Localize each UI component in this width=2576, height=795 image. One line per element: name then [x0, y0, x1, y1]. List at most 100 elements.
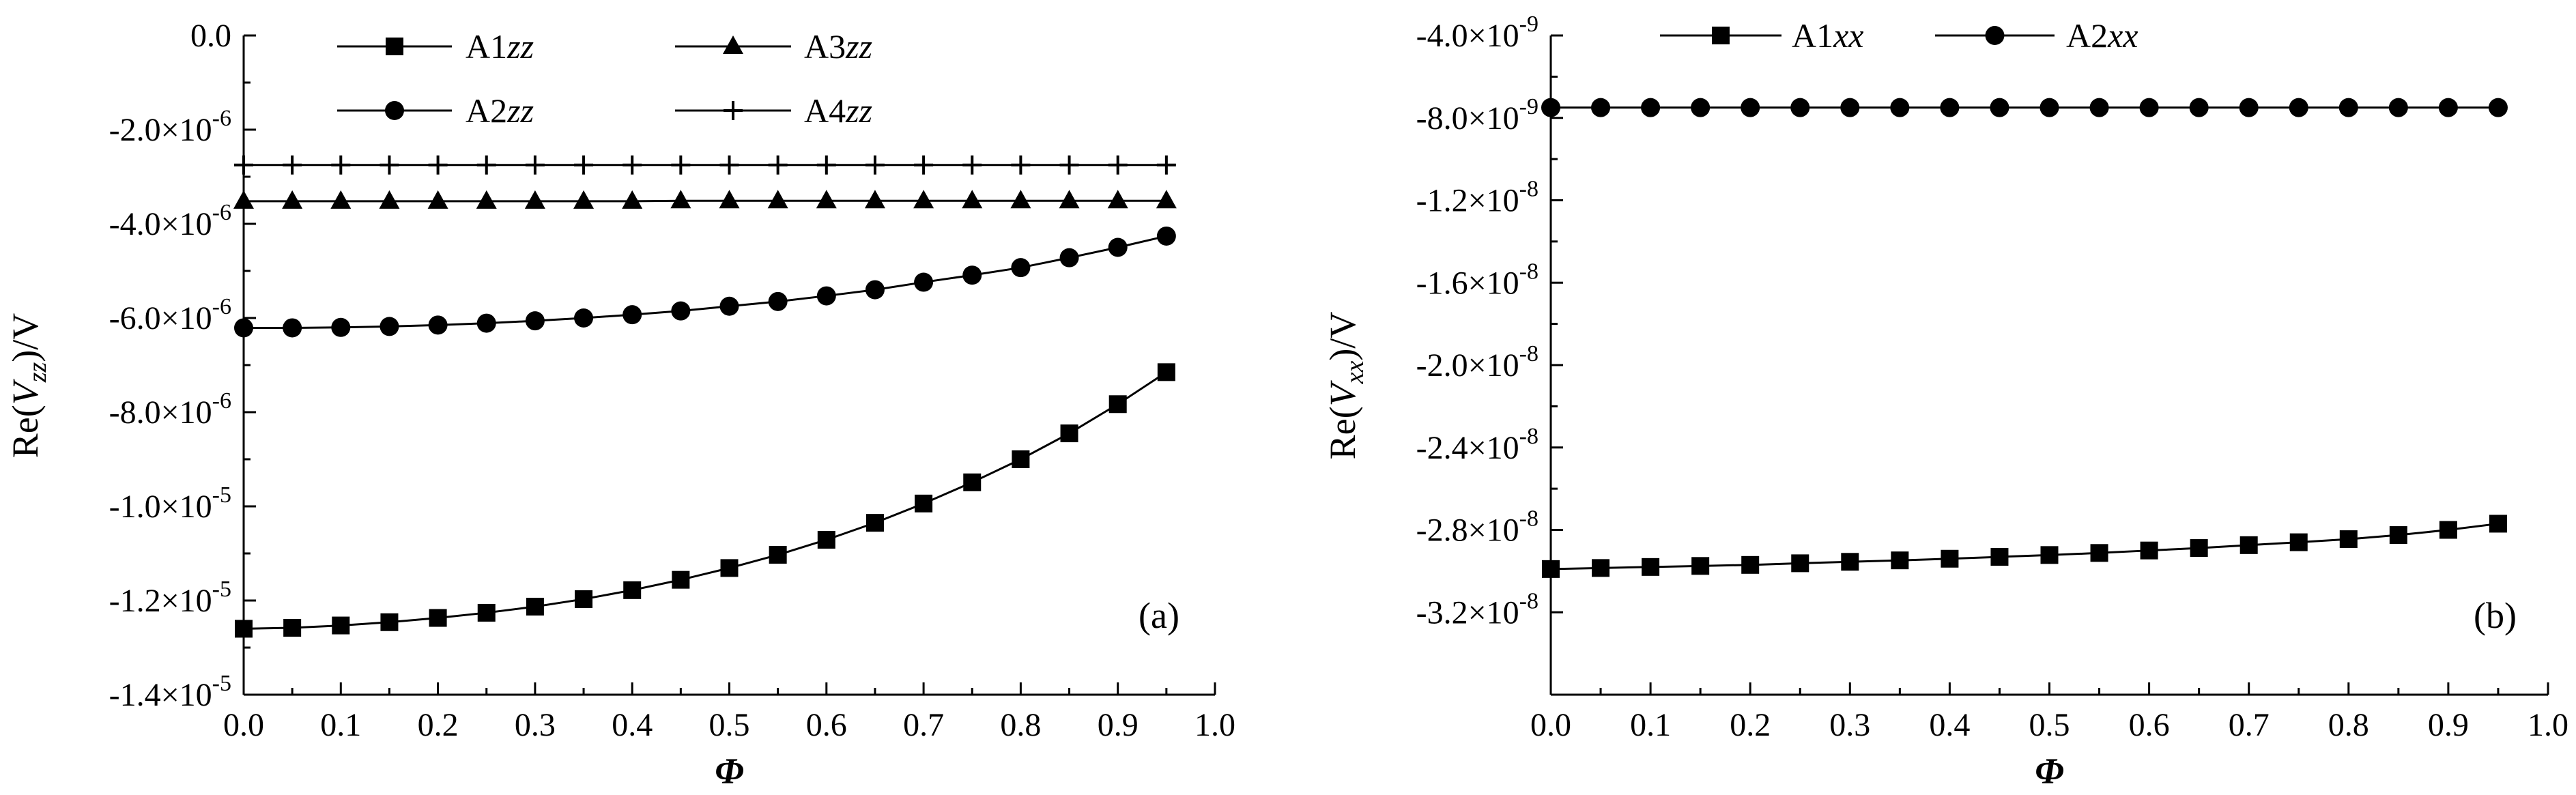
data-point-A1zz	[865, 514, 884, 532]
x-axis-title: Φ	[715, 751, 744, 792]
data-point-A3zz	[282, 190, 303, 209]
data-point-A2zz	[380, 317, 399, 336]
data-point-A3zz	[767, 190, 788, 209]
data-point-A3zz	[1156, 190, 1177, 209]
legend-entry-A1xx: A1xx	[1660, 16, 1864, 55]
data-point-A2zz	[1059, 248, 1079, 268]
y-tick-label: -2.8×10-8	[1416, 506, 1539, 549]
data-point-A4zz	[1059, 155, 1079, 175]
series-A1zz	[235, 363, 1175, 638]
legend-marker	[724, 101, 743, 120]
data-point-A4zz	[234, 155, 253, 175]
data-point-A3zz	[233, 190, 254, 209]
data-point-A1zz	[283, 619, 302, 637]
series-line-A2zz	[244, 235, 1167, 329]
y-tick-label: -3.2×10-8	[1416, 588, 1539, 631]
data-point-A2xx	[1840, 98, 1860, 117]
data-point-A1xx	[1941, 549, 1959, 568]
data-point-A4zz	[768, 155, 788, 175]
data-point-A1xx	[1741, 555, 1760, 574]
data-point-A1xx	[2090, 544, 2108, 562]
data-point-A2zz	[1108, 237, 1128, 257]
data-point-A4zz	[283, 155, 302, 175]
legend-label: A4zz	[804, 91, 872, 130]
data-point-A1zz	[720, 559, 739, 577]
data-point-A2zz	[914, 272, 934, 292]
x-tick-label: 0.1	[320, 707, 361, 743]
x-tick-label: 0.7	[2229, 707, 2270, 743]
data-point-A1xx	[2339, 530, 2358, 549]
y-tick-label: -4.0×10-9	[1416, 12, 1539, 54]
legend: A1xx A2xx	[1660, 16, 2138, 55]
data-point-A3zz	[1059, 190, 1080, 209]
data-point-A1xx	[2289, 533, 2308, 551]
y-axis-title: Re(Vxx)/V	[1322, 312, 1369, 460]
data-point-A1xx	[1542, 560, 1560, 578]
data-point-A1xx	[2190, 539, 2208, 558]
data-point-A1xx	[2489, 515, 2507, 533]
data-point-A3zz	[962, 190, 983, 209]
data-point-A3zz	[1010, 190, 1031, 209]
x-tick-label: 0.5	[709, 707, 750, 743]
data-point-A4zz	[914, 155, 934, 175]
data-point-A1xx	[2239, 536, 2258, 554]
data-point-A2zz	[622, 305, 642, 325]
x-tick-label: 0.3	[515, 707, 556, 743]
data-point-A2xx	[1741, 98, 1760, 117]
data-point-A4zz	[719, 155, 739, 175]
legend-label: A2zz	[466, 91, 534, 130]
data-point-A3zz	[864, 190, 885, 209]
data-point-A2xx	[2189, 98, 2209, 117]
data-point-A2zz	[816, 286, 836, 306]
data-point-A3zz	[427, 190, 448, 209]
data-point-A2zz	[1156, 226, 1176, 246]
data-point-A1xx	[1990, 548, 2009, 566]
data-point-A2zz	[574, 308, 594, 328]
y-tick-label: -1.4×10-5	[109, 671, 231, 713]
x-axis-title: Φ	[2035, 751, 2064, 792]
data-point-A4zz	[1156, 155, 1176, 175]
data-point-A1xx	[1642, 558, 1660, 576]
data-point-A4zz	[1011, 155, 1031, 175]
legend-marker	[1985, 26, 2005, 45]
data-point-A2xx	[2488, 98, 2508, 117]
data-point-A2zz	[671, 301, 691, 321]
data-point-A2xx	[2239, 98, 2259, 117]
data-point-A2xx	[2289, 98, 2308, 117]
data-point-A4zz	[428, 155, 448, 175]
data-point-A1zz	[575, 590, 593, 608]
data-point-A2zz	[476, 313, 496, 333]
panel-a: 0.0 0.1 0.2 0.3 0.4 0.5 0.6 0.7 0.8 0.9 1.0 0.0 -2.0…	[5, 18, 1235, 792]
legend-marker	[723, 35, 743, 54]
x-tick-label: 1.0	[1194, 707, 1235, 743]
data-point-A1zz	[769, 546, 787, 564]
legend-entry-A3zz: A3zz	[675, 27, 872, 66]
x-tick-label: 0.2	[418, 707, 459, 743]
data-point-A1zz	[526, 597, 544, 616]
data-point-A1zz	[915, 494, 933, 512]
data-point-A4zz	[962, 155, 982, 175]
x-tick-label: 0.0	[1530, 707, 1571, 743]
y-tick-label: -6.0×10-6	[109, 294, 231, 336]
data-point-A2xx	[1940, 98, 1960, 117]
data-point-A1zz	[332, 616, 350, 635]
data-point-A2zz	[865, 280, 885, 300]
data-point-A4zz	[622, 155, 642, 175]
data-point-A1zz	[380, 613, 399, 631]
data-point-A1xx	[2389, 526, 2407, 545]
x-tick-label: 0.2	[1730, 707, 1771, 743]
data-point-A2xx	[2040, 98, 2059, 117]
y-tick-label: 0.0	[190, 18, 231, 54]
data-point-A3zz	[573, 190, 595, 209]
data-point-A2xx	[2438, 98, 2458, 117]
legend-marker	[386, 38, 403, 55]
data-point-A4zz	[380, 155, 399, 175]
data-point-A1zz	[963, 473, 982, 491]
data-point-A1zz	[623, 581, 642, 599]
data-point-A2zz	[1011, 258, 1031, 278]
x-tick-label: 0.6	[806, 707, 847, 743]
legend: A1zz A3zz A2zz A4zz	[337, 27, 872, 130]
series-line-A1zz	[243, 371, 1167, 630]
data-point-A4zz	[525, 155, 545, 175]
